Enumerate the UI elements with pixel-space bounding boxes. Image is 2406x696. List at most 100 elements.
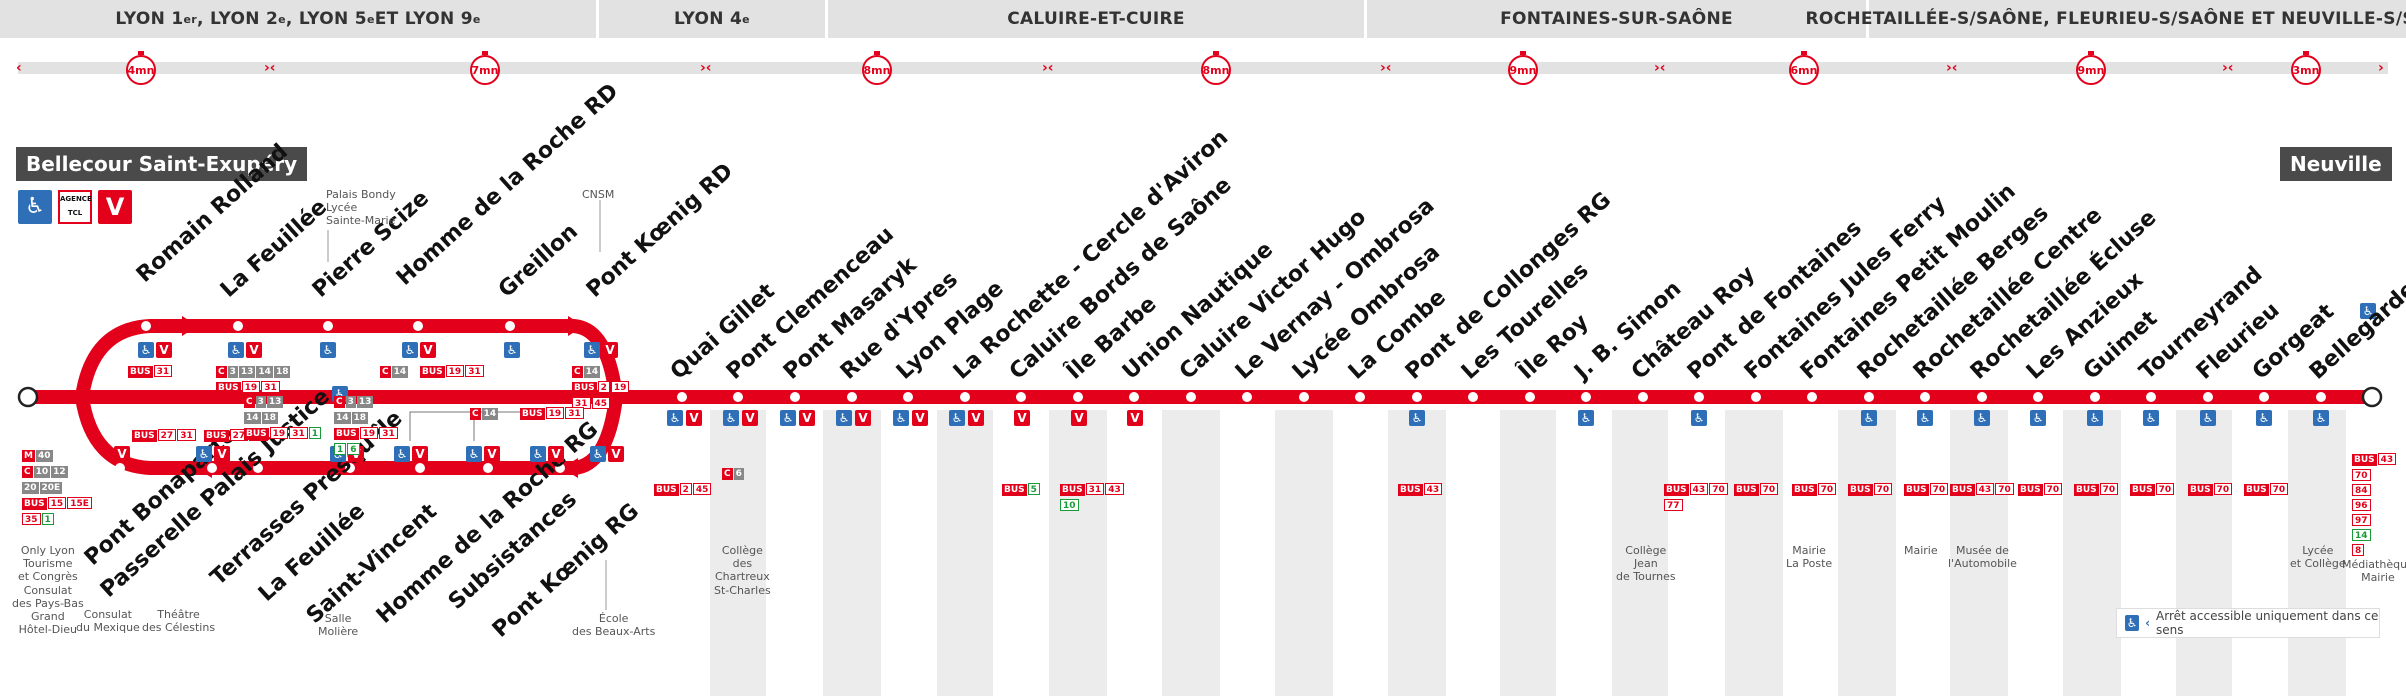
band <box>1275 410 1333 696</box>
zone-fontaines: FONTAINES-SUR-SAÔNE <box>1367 0 1866 38</box>
place-note: Musée de l'Automobile <box>1948 544 2017 571</box>
chevron-icon: ›‹ <box>1380 60 1392 76</box>
velov-icon: V <box>608 446 624 462</box>
connection-group: BUS 70 <box>2074 480 2119 496</box>
band <box>1388 410 1446 696</box>
place-note: Collège des Chartreux St-Charles <box>714 544 771 597</box>
wheelchair-icon: ♿ <box>1691 410 1707 426</box>
wheelchair-icon: ♿ <box>2256 410 2272 426</box>
connection-group: BUS 19 31 <box>520 404 585 420</box>
place-note: École des Beaux-Arts <box>572 612 656 639</box>
terminus-end-label: Neuville <box>2280 147 2392 181</box>
band <box>823 410 881 696</box>
connection-group: BUS 70 <box>2018 480 2063 496</box>
wheelchair-icon: ♿ <box>2360 303 2376 319</box>
velov-icon: V <box>602 342 618 358</box>
terminus-start-label: Bellecour Saint-Exupéry <box>16 147 308 181</box>
place-note: Consulat du Mexique <box>76 608 140 635</box>
connection-group: BUS 2 45 <box>654 480 712 496</box>
zone-caluire: CALUIRE-ET-CUIRE <box>828 0 1364 38</box>
band <box>1838 410 1896 696</box>
connection-group: BUS 70 <box>2130 480 2175 496</box>
velov-icon: V <box>412 446 428 462</box>
connection-group: BUS 5 <box>1002 480 1041 496</box>
start-icons: ♿ AGENCE TCL V <box>18 190 132 224</box>
connection-group: BUS 70 <box>1904 480 1949 496</box>
wheelchair-icon: ♿ <box>893 410 909 426</box>
legend: ♿ ‹ Arrêt accessible uniquement dans ce … <box>2116 608 2380 638</box>
velov-icon: V <box>799 410 815 426</box>
velov-icon: V <box>98 190 132 224</box>
connection-group: M 40 C 10 12 20 20E BUS 15 15E 35 1 <box>22 446 93 525</box>
place-note: Lycée et Collège <box>2290 544 2346 571</box>
chevron-right-icon: › <box>2378 60 2384 76</box>
connection-group: BUS 70 <box>1734 480 1779 496</box>
connection-group: BUS 70 <box>1848 480 1893 496</box>
place-note: Mairie La Poste <box>1786 544 1833 571</box>
wheelchair-icon: ♿ <box>138 342 154 358</box>
timer-icon: 8mn <box>1201 51 1231 85</box>
wheelchair-icon: ♿ <box>590 446 606 462</box>
velov-icon: V <box>855 410 871 426</box>
velov-icon: V <box>968 410 984 426</box>
wheelchair-icon: ♿ <box>1917 410 1933 426</box>
wheelchair-icon: ♿ <box>2313 410 2329 426</box>
place-note: Mairie <box>1904 544 1938 557</box>
main-stop-icons: ♿ V ♿ V ♿ V ♿ V ♿ V ♿ V V V V ♿ ♿ ♿ ♿ ♿ … <box>0 410 2406 430</box>
place-note: Théâtre des Célestins <box>142 608 216 635</box>
place-note: CNSM <box>582 188 615 201</box>
connection-group: BUS 70 <box>2244 480 2289 496</box>
connection-group: C 14 <box>470 408 499 420</box>
place-note: Salle Molière <box>318 612 359 639</box>
velov-icon: V <box>214 446 230 462</box>
wheelchair-icon: ♿ <box>320 342 336 358</box>
timer-icon: 3mn <box>2291 51 2321 85</box>
connection-group: BUS 43 70 <box>1950 480 2015 496</box>
chevron-icon: ›‹ <box>1946 60 1958 76</box>
band <box>1162 410 1220 696</box>
wheelchair-icon: ♿ <box>949 410 965 426</box>
chevron-icon: ›‹ <box>264 60 276 76</box>
wheelchair-icon: ♿ <box>584 342 600 358</box>
timer-icon: 4mn <box>126 51 156 85</box>
chevron-icon: ›‹ <box>1042 60 1054 76</box>
wheelchair-icon: ♿ <box>1974 410 1990 426</box>
band <box>1725 410 1783 696</box>
band <box>937 410 993 696</box>
timer-icon: 9mn <box>2076 51 2106 85</box>
connection-group: BUS 43 <box>1398 480 1443 496</box>
connection-group: C 3 13 14 18 BUS 19 31 <box>216 366 291 394</box>
place-note: Palais Bondy Lycée Sainte-Marie <box>326 188 396 228</box>
band <box>1612 410 1668 696</box>
velov-icon: V <box>156 342 172 358</box>
connection-group: C 3 13 14 18 BUS 19 31 1 6 <box>334 392 399 455</box>
connection-group: BUS 43 70 84 96 97 14 8 <box>2352 450 2397 556</box>
wheelchair-icon: ♿ <box>466 446 482 462</box>
band <box>710 410 766 696</box>
zone-rochetaillee: ROCHETAILLÉE-S/SAÔNE, FLEURIEU-S/SAÔNE E… <box>1805 0 2406 38</box>
wheelchair-icon: ♿ <box>836 410 852 426</box>
wheelchair-icon: ♿ <box>780 410 796 426</box>
velov-icon: V <box>1071 410 1087 426</box>
chevron-icon: ›‹ <box>2222 60 2234 76</box>
connection-group: C 14 <box>380 366 409 378</box>
timer-icon: 9mn <box>1508 51 1538 85</box>
wheelchair-icon: ♿ <box>504 342 520 358</box>
wheelchair-icon: ♿ <box>2087 410 2103 426</box>
wheelchair-icon: ♿ <box>723 410 739 426</box>
wheelchair-icon: ♿ <box>196 446 212 462</box>
wheelchair-icon: ♿ <box>394 446 410 462</box>
place-note: MédiathèqueMairie <box>2342 558 2406 585</box>
terminus-end-accessibility: ♿ <box>2360 300 2376 319</box>
velov-icon: V <box>114 446 130 462</box>
chevron-icon: ›‹ <box>1654 60 1666 76</box>
connection-group: BUS 31 <box>128 362 173 378</box>
wheelchair-icon: ♿ <box>2143 410 2159 426</box>
velov-icon: V <box>912 410 928 426</box>
agence-tcl-icon: AGENCE TCL <box>58 190 92 224</box>
velov-icon: V <box>246 342 262 358</box>
connection-group: BUS 43 70 77 <box>1664 480 1729 511</box>
